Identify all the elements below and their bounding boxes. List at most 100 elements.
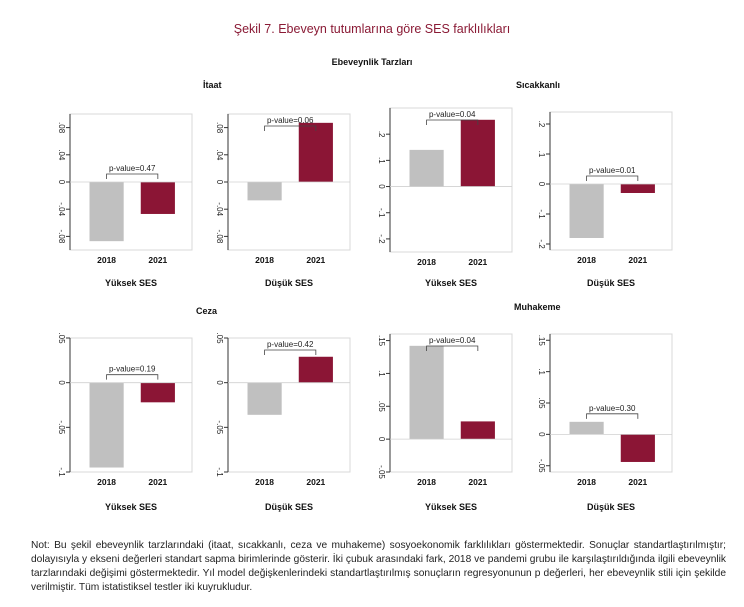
y-tick-label: 0 <box>537 182 546 187</box>
plot-frame <box>389 333 513 473</box>
pvalue-label: p-value=0.19 <box>109 365 156 374</box>
pvalue-label: p-value=0.04 <box>429 336 476 345</box>
figure-note: Not: Bu şekil ebeveynlik tarzlarındaki (… <box>31 539 726 595</box>
group-label-ceza: Ceza <box>196 306 218 316</box>
bar-2018 <box>89 182 124 242</box>
pvalue-bracket <box>426 119 479 125</box>
y-tick-label: .05 <box>537 397 546 409</box>
y-tick-label: -.05 <box>57 420 66 434</box>
x-tick-label: 2021 <box>306 255 325 265</box>
bar-2021 <box>298 356 333 383</box>
y-tick-label: -.05 <box>377 465 386 479</box>
pvalue-label: p-value=0.04 <box>429 110 476 119</box>
pvalue-bracket <box>106 173 159 179</box>
y-tick-label: 0 <box>377 437 386 442</box>
plot-frame <box>69 337 193 473</box>
bar-2021 <box>140 382 175 403</box>
x-axis-label: Düşük SES <box>587 278 635 288</box>
y-tick-label: -.08 <box>57 230 66 244</box>
x-tick-label: 2018 <box>255 255 274 265</box>
bar-2021 <box>460 119 495 187</box>
note-text: Bu şekil ebeveynlik tarzlarındaki (itaat… <box>31 540 726 594</box>
x-axis-label: Yüksek SES <box>425 278 477 288</box>
y-tick-label: 0 <box>377 184 386 189</box>
x-tick-label: 2021 <box>148 477 167 487</box>
bar-2021 <box>298 122 333 182</box>
bar-2018 <box>247 182 282 201</box>
y-tick-label: .15 <box>537 335 546 347</box>
pvalue-bracket <box>264 125 317 131</box>
y-tick-label: 0 <box>537 432 546 437</box>
y-tick-label: -.1 <box>377 208 386 218</box>
x-axis-label: Düşük SES <box>587 502 635 512</box>
x-tick-label: 2021 <box>628 255 647 265</box>
group-label-sicakkanli: Sıcakkanlı <box>516 80 561 90</box>
chart-subtitle: Ebeveynlik Tarzları <box>331 57 413 67</box>
y-tick-label: -.05 <box>537 459 546 473</box>
bar-2021 <box>140 182 175 214</box>
y-tick-label: .05 <box>215 332 224 344</box>
pvalue-label: p-value=0.01 <box>589 166 636 175</box>
pvalue-label: p-value=0.47 <box>109 164 156 173</box>
pvalue-label: p-value=0.42 <box>267 340 314 349</box>
y-tick-label: .05 <box>57 332 66 344</box>
plot-frame <box>549 111 673 251</box>
pvalue-label: p-value=0.30 <box>589 404 636 413</box>
bar-2018 <box>569 421 604 435</box>
bar-2021 <box>460 421 495 440</box>
x-axis-label: Yüksek SES <box>105 278 157 288</box>
x-tick-label: 2021 <box>468 477 487 487</box>
y-tick-label: 0 <box>215 380 224 385</box>
x-axis-label: Yüksek SES <box>105 502 157 512</box>
pvalue-label: p-value=0.06 <box>267 116 314 125</box>
x-tick-label: 2018 <box>255 477 274 487</box>
bar-2018 <box>247 382 282 415</box>
pvalue-bracket <box>264 349 317 355</box>
y-tick-label: .1 <box>377 157 386 164</box>
y-tick-label: -.08 <box>215 230 224 244</box>
y-tick-label: -.04 <box>215 202 224 216</box>
pvalue-bracket <box>586 413 639 419</box>
y-tick-label: .1 <box>537 368 546 375</box>
x-tick-label: 2021 <box>306 477 325 487</box>
y-tick-label: .05 <box>377 401 386 413</box>
y-tick-label: -.2 <box>537 239 546 249</box>
x-tick-label: 2021 <box>628 477 647 487</box>
pvalue-bracket <box>106 374 159 380</box>
x-tick-label: 2018 <box>577 477 596 487</box>
x-tick-label: 2018 <box>417 257 436 267</box>
bar-2021 <box>620 184 655 193</box>
y-tick-label: 0 <box>57 380 66 385</box>
x-tick-label: 2018 <box>97 477 116 487</box>
x-tick-label: 2018 <box>97 255 116 265</box>
x-axis-label: Düşük SES <box>265 278 313 288</box>
x-tick-label: 2021 <box>148 255 167 265</box>
bar-2018 <box>89 382 124 468</box>
bar-2021 <box>620 434 655 462</box>
y-tick-label: .1 <box>377 370 386 377</box>
x-axis-label: Yüksek SES <box>425 502 477 512</box>
y-tick-label: -.2 <box>377 234 386 244</box>
bar-2018 <box>409 345 444 440</box>
y-tick-label: -.1 <box>57 467 66 477</box>
y-tick-label: -.05 <box>215 420 224 434</box>
group-label-itaat: İtaat <box>203 80 222 90</box>
group-label-muhakeme: Muhakeme <box>514 302 561 312</box>
x-axis-label: Düşük SES <box>265 502 313 512</box>
y-tick-label: .04 <box>57 149 66 161</box>
y-tick-label: .08 <box>57 122 66 134</box>
y-tick-label: .2 <box>537 121 546 128</box>
y-tick-label: 0 <box>215 180 224 185</box>
y-tick-label: 0 <box>57 180 66 185</box>
y-tick-label: .15 <box>377 335 386 347</box>
y-tick-label: .1 <box>537 151 546 158</box>
y-tick-label: .04 <box>215 149 224 161</box>
charts-canvas: -.08 -.04 0 .04 .08 2018 2021 p-value=0.47 Yükse… <box>57 107 673 512</box>
y-tick-label: -.1 <box>215 467 224 477</box>
bar-2018 <box>409 149 444 187</box>
pvalue-bracket <box>586 175 639 181</box>
pvalue-bracket <box>426 345 479 351</box>
x-tick-label: 2018 <box>417 477 436 487</box>
y-tick-label: -.04 <box>57 202 66 216</box>
y-tick-label: .2 <box>377 131 386 138</box>
